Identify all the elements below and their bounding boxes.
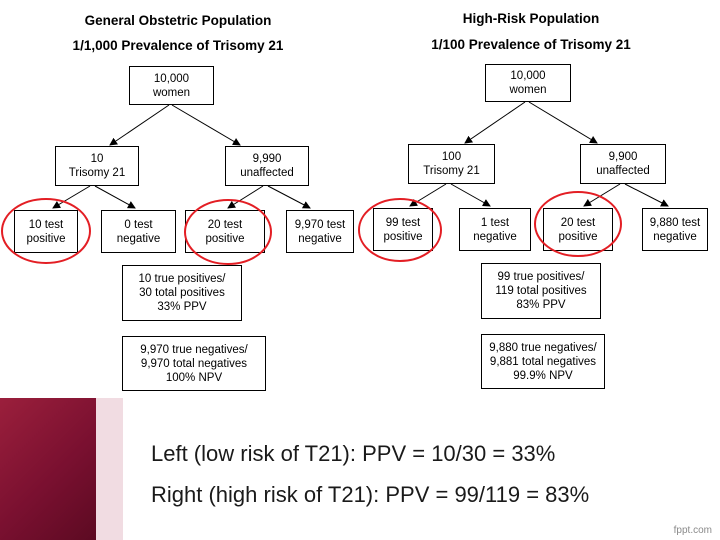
left-fp-count: 20 test: [207, 218, 243, 231]
arrow-affected-to-fn-right: [450, 183, 491, 207]
right-fn-label: negative: [473, 230, 517, 243]
right-unaffected-count: 9,900: [608, 151, 638, 163]
left-fp-label: positive: [205, 232, 245, 245]
left-root-node: 10,000 women: [129, 66, 214, 105]
arrow-affected-to-tp-left: [52, 185, 91, 209]
right-fn-count: 1 test: [480, 216, 510, 229]
right-affected-node: 100 Trisomy 21: [408, 144, 495, 184]
right-npv-line3: 99.9% NPV: [513, 369, 573, 382]
left-true-positive-node: 10 test positive: [14, 210, 78, 253]
right-npv-line1: 9,880 true negatives/: [489, 341, 597, 354]
right-ppv-line3: 83% PPV: [516, 299, 566, 311]
left-unaffected-label: unaffected: [240, 167, 294, 179]
left-title-prevalence: 1/1,000 Prevalence of Trisomy 21: [72, 38, 284, 53]
left-false-positive-node: 20 test positive: [185, 210, 265, 253]
highlight-circle-left-fp: [184, 199, 272, 265]
right-fp-label: positive: [558, 230, 598, 243]
right-ppv-line2: 119 total positives: [495, 285, 587, 297]
left-npv-box: 9,970 true negatives/ 9,970 total negati…: [122, 336, 266, 391]
left-root-label: women: [152, 86, 191, 99]
right-false-negative-node: 1 test negative: [459, 208, 531, 251]
left-root-count: 10,000: [153, 72, 190, 85]
left-tp-label: positive: [26, 232, 66, 245]
right-title-prevalence: 1/100 Prevalence of Trisomy 21: [431, 37, 631, 52]
left-ppv-line2: 30 total positives: [139, 287, 225, 299]
left-tn-count: 9,970 test: [294, 218, 346, 231]
right-affected-count: 100: [441, 151, 462, 163]
right-title-population: High-Risk Population: [462, 11, 600, 26]
left-npv-line1: 9,970 true negatives/: [140, 343, 248, 356]
left-unaffected-node: 9,990 unaffected: [225, 146, 309, 186]
summary-line-right: Right (high risk of T21): PPV = 99/119 =…: [151, 482, 590, 507]
right-tn-count: 9,880 test: [649, 216, 701, 229]
right-true-positive-node: 99 test positive: [373, 208, 433, 251]
left-tn-label: negative: [298, 232, 342, 245]
left-fn-count: 0 test: [124, 218, 153, 231]
left-affected-node: 10 Trisomy 21: [55, 146, 139, 186]
right-root-node: 10,000 women: [485, 64, 571, 102]
arrow-unaffected-to-fp-right: [583, 183, 621, 207]
arrow-root-to-unaffected-right: [528, 101, 598, 144]
right-ppv-box: 99 true positives/ 119 total positives 8…: [481, 263, 601, 319]
right-npv-line2: 9,881 total negatives: [489, 355, 597, 368]
arrow-unaffected-to-tn-left: [267, 185, 311, 209]
summary-line-left: Left (low risk of T21): PPV = 10/30 = 33…: [151, 441, 556, 466]
right-unaffected-label: unaffected: [596, 165, 650, 177]
left-ppv-line1: 10 true positives/: [138, 273, 226, 285]
left-unaffected-count: 9,990: [252, 153, 282, 165]
right-tn-label: negative: [653, 230, 697, 243]
arrow-unaffected-to-tn-right: [624, 183, 669, 207]
left-npv-line3: 100% NPV: [165, 371, 223, 384]
right-ppv-line1: 99 true positives/: [497, 271, 585, 283]
decorative-accent-bar-dark: [0, 398, 96, 540]
arrow-root-to-affected-left: [109, 104, 170, 146]
right-unaffected-node: 9,900 unaffected: [580, 144, 666, 184]
left-ppv-line3: 33% PPV: [157, 301, 207, 313]
left-title-population: General Obstetric Population: [84, 13, 272, 28]
arrow-root-to-affected-right: [464, 101, 526, 144]
left-affected-label: Trisomy 21: [68, 167, 126, 179]
left-true-negative-node: 9,970 test negative: [286, 210, 354, 253]
arrow-affected-to-fn-left: [94, 185, 136, 209]
highlight-circle-right-fp: [534, 191, 622, 257]
decorative-accent-bar-light: [96, 398, 123, 540]
right-true-negative-node: 9,880 test negative: [642, 208, 708, 251]
highlight-circle-right-tp: [358, 198, 442, 262]
right-affected-label: Trisomy 21: [423, 165, 480, 177]
left-fn-label: negative: [116, 232, 161, 245]
left-tp-count: 10 test: [28, 218, 64, 231]
right-root-label: women: [509, 84, 547, 96]
right-false-positive-node: 20 test positive: [543, 208, 613, 251]
watermark-text: fppt.com: [673, 525, 712, 536]
left-ppv-box: 10 true positives/ 30 total positives 33…: [122, 265, 242, 321]
right-tp-count: 99 test: [385, 216, 421, 229]
arrow-unaffected-to-fp-left: [227, 185, 264, 209]
left-affected-count: 10: [90, 153, 104, 165]
arrow-root-to-unaffected-left: [171, 104, 241, 146]
right-npv-box: 9,880 true negatives/ 9,881 total negati…: [481, 334, 605, 389]
highlight-circle-left-tp: [1, 198, 91, 264]
right-tp-label: positive: [383, 230, 423, 243]
right-fp-count: 20 test: [560, 216, 596, 229]
left-npv-line2: 9,970 total negatives: [140, 357, 248, 370]
right-root-count: 10,000: [510, 70, 546, 82]
left-false-negative-node: 0 test negative: [101, 210, 176, 253]
